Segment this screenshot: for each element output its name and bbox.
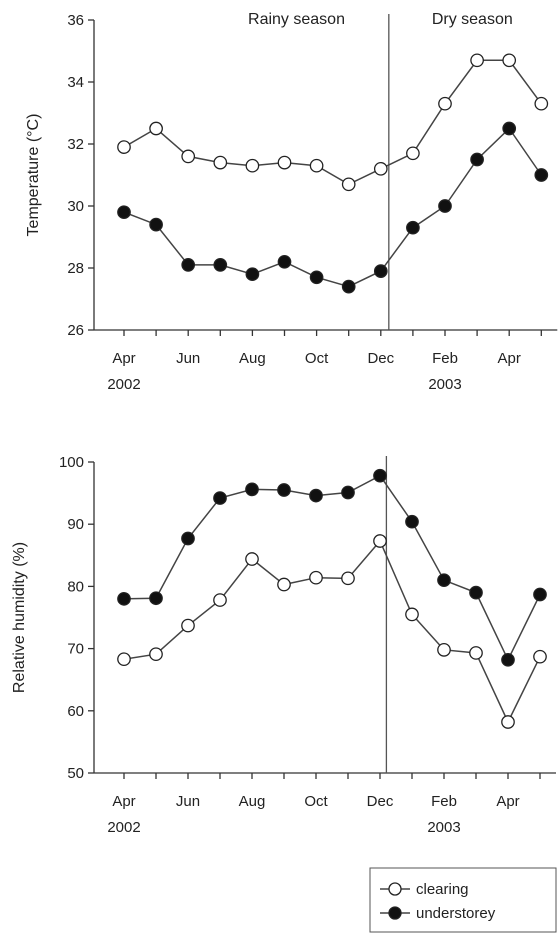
y-tick-label: 36 (67, 12, 84, 29)
data-point-clearing (502, 53, 517, 68)
x-tick-label: Dec (367, 793, 394, 810)
data-point-understorey (213, 258, 228, 272)
data-point-understorey (213, 491, 227, 505)
data-point-clearing (117, 652, 131, 667)
x-tick-label: Aug (239, 793, 266, 810)
x-tick-year-label: 2003 (427, 819, 460, 836)
data-point-understorey (245, 482, 259, 497)
data-point-clearing (213, 593, 227, 607)
y-axis-title: Relative humidity (%) (11, 542, 28, 693)
y-tick-label: 60 (67, 703, 84, 720)
data-point-understorey (470, 152, 484, 167)
legend-marker-clearing (388, 882, 402, 896)
x-tick-year-label: 2002 (107, 376, 140, 393)
season-label-dry: Dry season (432, 11, 513, 28)
data-point-clearing (534, 96, 549, 111)
y-tick-label: 30 (67, 198, 84, 215)
data-point-understorey (502, 121, 517, 136)
x-tick-label: Feb (432, 350, 458, 367)
y-tick-label: 90 (67, 516, 84, 533)
data-point-understorey (181, 258, 196, 272)
data-point-understorey (469, 585, 483, 600)
legend: clearing understorey (369, 867, 557, 933)
data-point-understorey (245, 267, 260, 282)
data-point-understorey (405, 514, 419, 529)
x-tick-label: Apr (112, 350, 135, 367)
x-tick-label: Apr (496, 793, 519, 810)
data-point-clearing (533, 649, 547, 664)
data-point-understorey (277, 254, 292, 269)
x-tick-label: Aug (239, 350, 266, 367)
data-point-clearing (373, 534, 387, 548)
y-tick-label: 26 (67, 322, 84, 339)
x-tick-year-label: 2003 (428, 376, 461, 393)
data-point-clearing (245, 158, 260, 173)
data-point-understorey (149, 591, 163, 606)
data-point-clearing (501, 715, 515, 729)
y-tick-label: 80 (67, 578, 84, 595)
data-point-understorey (437, 573, 451, 588)
y-tick-label: 100 (59, 454, 84, 471)
data-point-clearing (277, 155, 292, 170)
y-axis-title: Temperature (°C) (25, 114, 42, 237)
temperature-panel: 26 28 30 32 34 36 Apr 2002 Jun Aug Oct Dec Feb 2003 Ap… (25, 11, 558, 393)
data-point-understorey (534, 168, 549, 182)
data-point-clearing (181, 149, 196, 164)
x-tick-label: Dec (367, 350, 394, 367)
data-point-understorey (501, 652, 515, 667)
x-tick-label: Jun (176, 350, 200, 367)
x-tick-label: Feb (431, 793, 457, 810)
data-point-clearing (309, 158, 324, 173)
data-point-understorey (277, 483, 291, 497)
data-point-understorey (373, 468, 387, 483)
x-tick-label: Jun (176, 793, 200, 810)
data-point-understorey (341, 279, 356, 294)
x-tick-label: Oct (305, 350, 329, 367)
data-point-understorey (406, 220, 420, 235)
data-point-clearing (405, 607, 419, 622)
data-point-clearing (437, 642, 451, 657)
x-tick-label: Apr (112, 793, 135, 810)
data-point-understorey (533, 587, 547, 602)
data-point-clearing (309, 570, 323, 585)
data-point-clearing (470, 53, 484, 68)
data-point-clearing (277, 577, 291, 592)
season-label-rainy: Rainy season (248, 11, 345, 28)
data-point-understorey (341, 485, 355, 500)
y-tick-label: 32 (67, 136, 84, 153)
x-tick-label: Apr (498, 350, 521, 367)
data-point-understorey (438, 199, 452, 213)
data-point-clearing (117, 140, 131, 154)
data-point-clearing (213, 155, 228, 170)
data-point-clearing (341, 177, 356, 192)
data-point-clearing (469, 646, 483, 660)
y-tick-label: 50 (67, 765, 84, 782)
y-tick-label: 28 (67, 260, 84, 277)
data-point-clearing (438, 96, 452, 111)
humidity-panel: 50 60 70 80 90 100 Apr 2002 Jun Aug Oct Dec Feb 2003 A… (11, 454, 556, 836)
x-tick-year-label: 2002 (107, 819, 140, 836)
legend-marker-understorey (388, 906, 402, 920)
data-point-clearing (341, 571, 355, 586)
data-point-clearing (181, 618, 195, 633)
data-point-clearing (149, 647, 163, 662)
data-point-understorey (117, 591, 131, 606)
data-point-understorey (309, 488, 323, 503)
x-tick-label: Oct (304, 793, 328, 810)
data-point-clearing (245, 552, 259, 566)
data-point-clearing (149, 121, 163, 136)
data-point-clearing (406, 146, 420, 161)
data-point-understorey (181, 531, 195, 546)
y-tick-label: 34 (67, 74, 84, 91)
data-point-understorey (149, 217, 163, 232)
y-tick-label: 70 (67, 641, 84, 658)
legend-label-understorey: understorey (416, 905, 496, 922)
data-point-understorey (309, 270, 324, 285)
legend-label-clearing: clearing (416, 881, 469, 898)
data-point-clearing (373, 161, 388, 176)
data-point-understorey (117, 205, 131, 220)
data-point-understorey (373, 264, 388, 278)
legend-box (369, 867, 557, 933)
